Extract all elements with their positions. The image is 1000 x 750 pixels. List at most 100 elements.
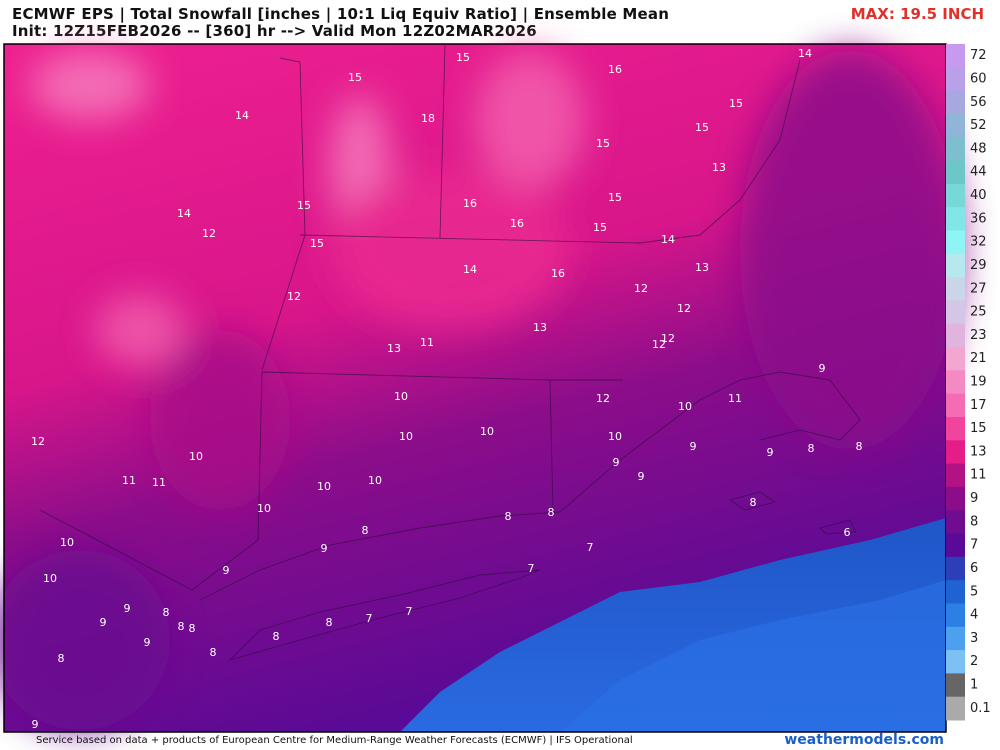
snow-label: 12 [596,392,610,405]
snow-label: 12 [677,302,691,315]
snow-label: 8 [856,440,863,453]
snow-label: 7 [406,605,413,618]
snow-label: 7 [587,541,594,554]
colorbar-swatch [946,393,965,418]
snow-label: 6 [844,526,851,539]
snow-label: 9 [144,636,151,649]
snow-label: 15 [608,191,622,204]
snow-label: 9 [223,564,230,577]
snow-label: 12 [202,227,216,240]
colorbar-swatch [946,253,965,278]
snow-label: 16 [463,197,477,210]
colorbar-label: 8 [970,514,978,529]
snow-label: 15 [348,71,362,84]
snow-label: 8 [58,652,65,665]
colorbar-label: 4 [970,608,978,623]
colorbar-label: 72 [970,48,987,63]
snow-label: 7 [366,612,373,625]
snow-label: 10 [60,536,74,549]
colorbar-swatch [946,230,965,255]
snow-label: 15 [456,51,470,64]
snow-label: 10 [317,480,331,493]
snow-label: 16 [551,267,565,280]
colorbar-label: 48 [970,141,987,156]
snow-label: 8 [750,496,757,509]
snow-label: 10 [678,400,692,413]
snow-label: 15 [593,221,607,234]
colorbar-label: 23 [970,328,987,343]
colorbar-swatch [946,603,965,628]
colorbar-swatch [946,416,965,441]
colorbar-label: 40 [970,188,987,203]
snow-label: 15 [729,97,743,110]
colorbar-label: 3 [970,631,978,646]
snow-label: 11 [728,392,742,405]
snow-label: 15 [596,137,610,150]
colorbar-swatch [946,300,965,325]
snow-label: 14 [463,263,477,276]
snow-label: 12 [661,332,675,345]
snow-label: 10 [257,502,271,515]
subtitle: Init: 12Z15FEB2026 -- [360] hr --> Valid… [12,22,537,40]
colorbar-swatch [946,626,965,651]
snow-label: 10 [399,430,413,443]
colorbar-label: 17 [970,398,987,413]
colorbar-swatch [946,486,965,511]
title: ECMWF EPS | Total Snowfall [inches | 10:… [12,5,670,23]
colorbar-label: 52 [970,118,987,133]
colorbar-label: 19 [970,375,987,390]
colorbar-label: 44 [970,165,987,180]
snow-label: 16 [608,63,622,76]
colorbar-label: 36 [970,211,987,226]
footer-credit: Service based on data + products of Euro… [36,735,633,746]
snow-label: 11 [122,474,136,487]
colorbar-swatch [946,580,965,604]
colorbar-label: 21 [970,351,987,366]
snow-label: 15 [695,121,709,134]
colorbar-label: 0.1 [970,701,991,716]
colorbar-swatch [946,650,965,674]
snow-label: 8 [548,506,555,519]
snow-label: 8 [163,606,170,619]
colorbar-label: 2 [970,654,978,669]
colorbar-label: 9 [970,491,978,506]
colorbar-swatch [946,207,965,231]
snow-label: 8 [808,442,815,455]
colorbar-label: 1 [970,678,978,693]
snow-label: 9 [124,602,131,615]
snow-label: 10 [43,572,57,585]
snow-label: 8 [505,510,512,523]
snow-label: 9 [100,616,107,629]
snow-label: 10 [480,425,494,438]
snow-label: 13 [712,161,726,174]
site-link[interactable]: weathermodels.com [784,732,944,748]
snow-label: 9 [32,718,39,731]
snow-label: 13 [695,261,709,274]
colorbar-label: 60 [970,71,987,86]
colorbar-label: 56 [970,95,987,110]
snow-label: 13 [533,321,547,334]
colorbar-swatch [946,347,965,371]
snow-label: 11 [420,336,434,349]
colorbar-swatch [946,44,965,68]
snow-label: 14 [235,109,249,122]
colorbar-label: 13 [970,444,987,459]
colorbar-label: 6 [970,561,978,576]
snow-label: 12 [634,282,648,295]
snow-label: 8 [189,622,196,635]
colorbar-swatch [946,323,965,348]
colorbar-label: 27 [970,281,987,296]
colorbar-swatch [946,533,965,558]
colorbar-swatch [946,440,965,465]
colorbar-swatch [946,160,965,185]
colorbar-label: 25 [970,305,987,320]
snow-label: 15 [297,199,311,212]
snow-label: 7 [528,562,535,575]
snow-label: 11 [152,476,166,489]
colorbar-swatch [946,67,965,92]
snow-label: 12 [287,290,301,303]
snow-label: 9 [690,440,697,453]
colorbar-label: 32 [970,235,987,250]
colorbar-swatch [946,696,965,721]
